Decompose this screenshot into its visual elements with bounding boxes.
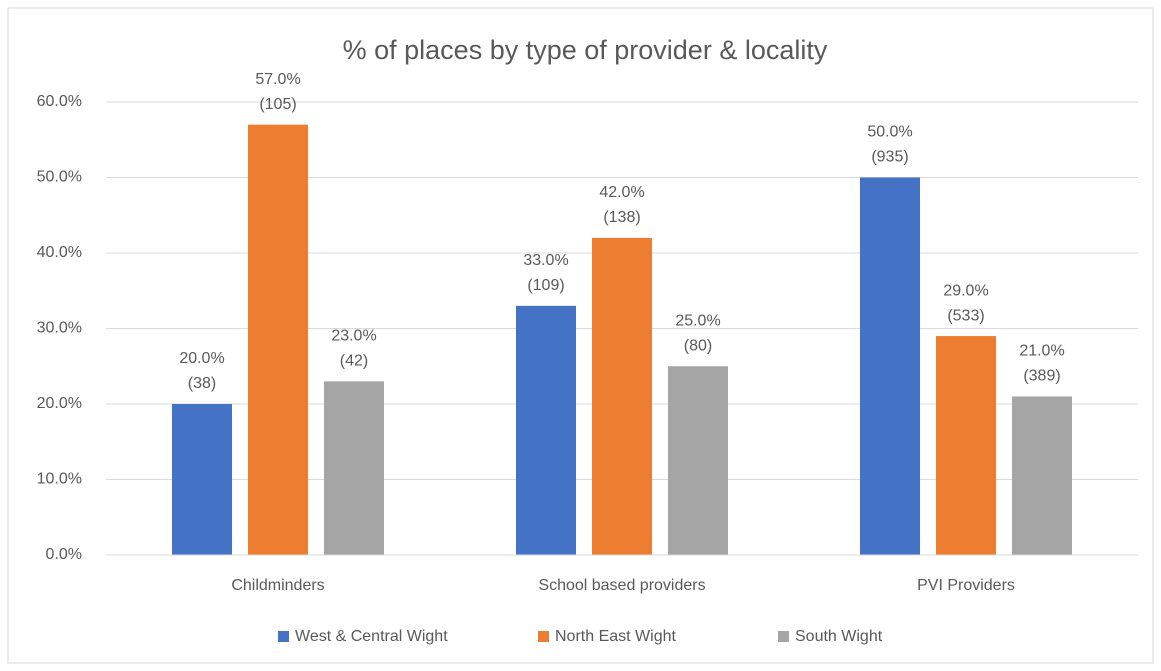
y-tick-label: 60.0% (37, 93, 82, 110)
bar (324, 381, 384, 555)
data-label: (533) (947, 307, 984, 324)
y-tick-label: 10.0% (37, 471, 82, 488)
data-label: 23.0% (331, 328, 376, 345)
data-label: (42) (340, 353, 368, 370)
bar (592, 237, 652, 555)
data-label: 50.0% (867, 124, 912, 141)
bar (860, 177, 920, 555)
y-tick-label: 0.0% (46, 546, 82, 563)
legend-label: West & Central Wight (295, 628, 448, 645)
data-label: 21.0% (1019, 343, 1064, 360)
bar (936, 336, 996, 555)
data-label: 25.0% (675, 312, 720, 329)
x-tick-label: Childminders (231, 577, 324, 594)
legend-swatch (278, 631, 289, 642)
legend-swatch (538, 631, 549, 642)
bar (668, 366, 728, 555)
bar (248, 124, 308, 556)
bar (172, 404, 232, 555)
legend-label: North East Wight (555, 628, 676, 645)
legend-label: South Wight (795, 628, 883, 645)
data-label: (935) (871, 149, 908, 166)
data-label: (105) (259, 96, 296, 113)
chart-title: % of places by type of provider & locali… (343, 35, 828, 65)
chart-border (7, 7, 1154, 664)
y-tick-label: 40.0% (37, 244, 82, 261)
data-label: (38) (188, 375, 216, 392)
data-label: 20.0% (179, 350, 224, 367)
data-label: 57.0% (255, 71, 300, 88)
data-label: (389) (1023, 368, 1060, 385)
x-tick-label: PVI Providers (917, 577, 1015, 594)
y-tick-label: 50.0% (37, 169, 82, 186)
y-tick-label: 30.0% (37, 320, 82, 337)
bar (516, 305, 576, 555)
data-label: (80) (684, 337, 712, 354)
data-label: 29.0% (943, 282, 988, 299)
data-label: (138) (603, 209, 640, 226)
data-label: 42.0% (599, 184, 644, 201)
legend-swatch (778, 631, 789, 642)
x-tick-label: School based providers (538, 577, 705, 594)
data-label: 33.0% (523, 252, 568, 269)
bar (1012, 396, 1072, 555)
data-label: (109) (527, 277, 564, 294)
y-tick-label: 20.0% (37, 395, 82, 412)
